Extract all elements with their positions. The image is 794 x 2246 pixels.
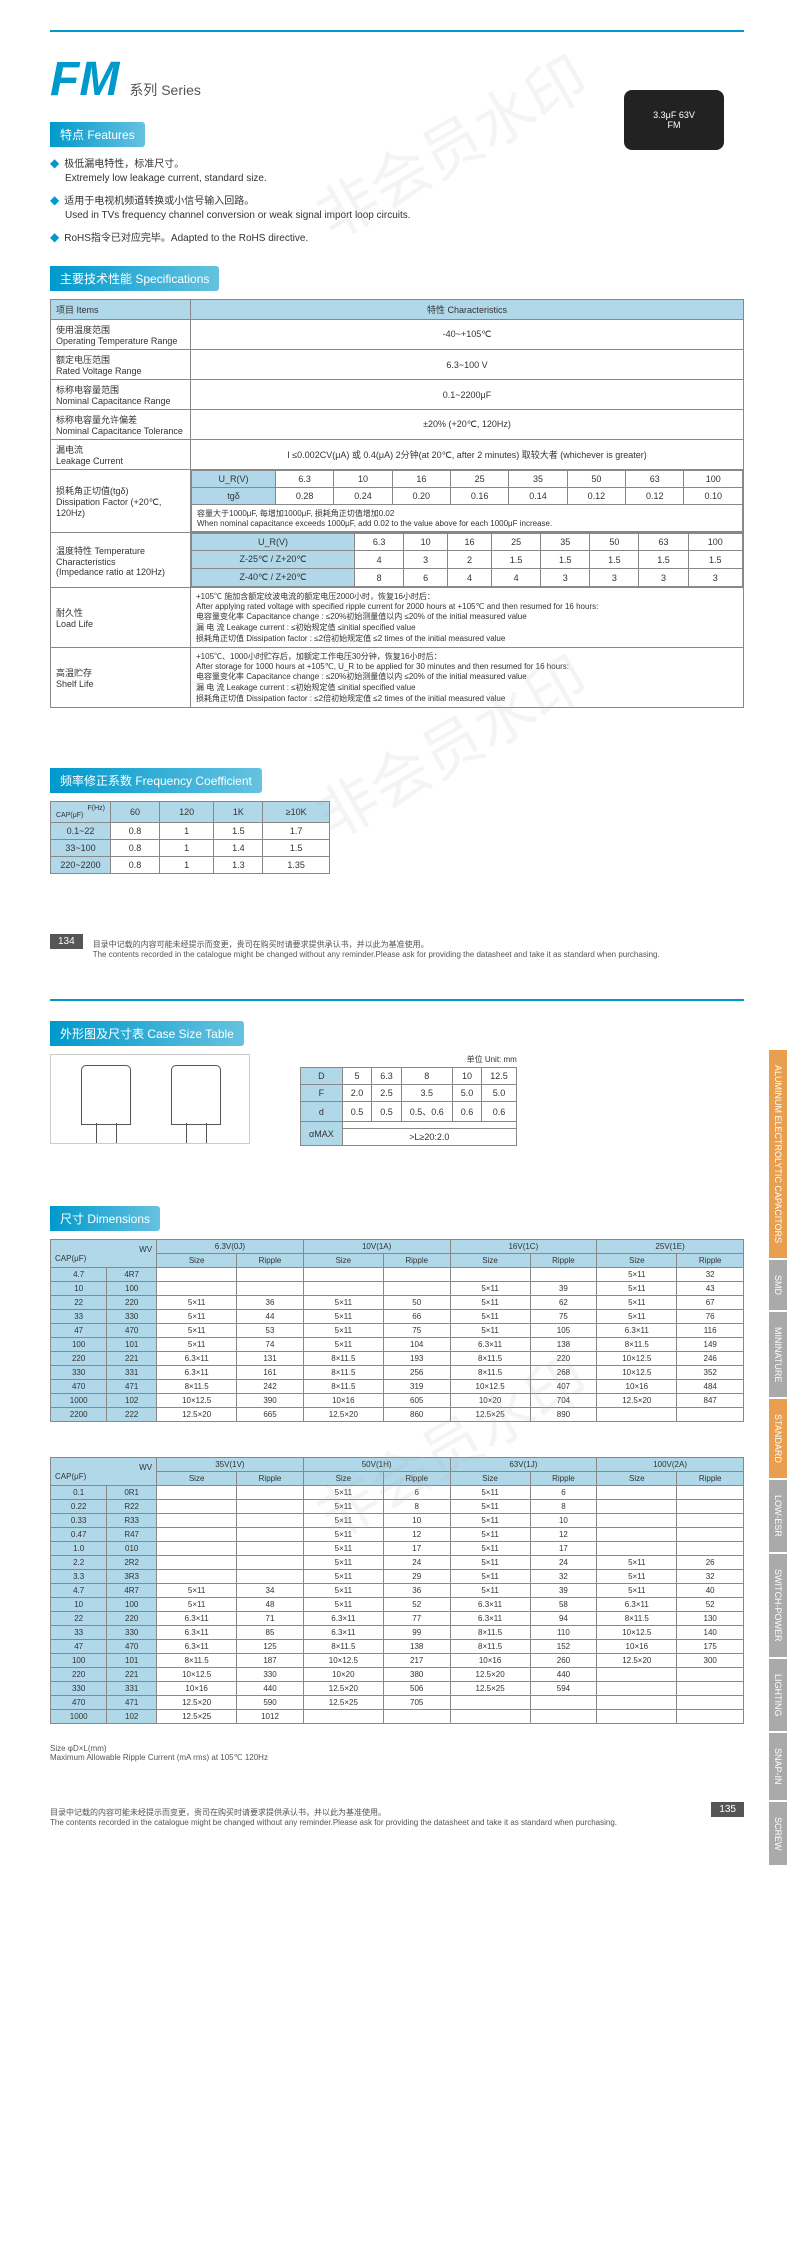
side-tab: MININATURE: [769, 1312, 787, 1397]
product-title: FM: [50, 52, 119, 107]
case-table: D56.381012.5F2.02.53.55.05.0d0.50.50.5、0…: [300, 1067, 517, 1146]
page-number-2: 135: [711, 1802, 744, 1817]
side-tab: LOW-ESR: [769, 1480, 787, 1552]
dims-header: 尺寸 Dimensions: [50, 1206, 160, 1231]
capacitor-image: 3.3μF 63V FM: [624, 90, 724, 150]
dimensions-table-1: WVCAP(μF)6.3V(0J)10V(1A)16V(1C)25V(1E)Si…: [50, 1239, 744, 1422]
footer-note-2: 目录中记载的内容可能未经提示而变更，贵司在购买时请要求提供承认书，并以此为基准使…: [50, 1807, 617, 1827]
side-tabs: ALUMINUM ELECTROLYTIC CAPACITORS SMD MININ…: [769, 1050, 794, 1867]
feature-item: ◆极低漏电特性，标准尺寸。Extremely low leakage curre…: [50, 155, 744, 186]
page-number: 134: [50, 934, 83, 949]
dimension-diagram: [50, 1054, 250, 1144]
case-header: 外形图及尺寸表 Case Size Table: [50, 1021, 244, 1046]
freq-table: F(Hz)CAP(μF)601201K≥10K0.1~220.811.51.73…: [50, 801, 330, 874]
series-label: 系列 Series: [129, 80, 201, 100]
dimensions-table-2: WVCAP(μF)35V(1V)50V(1H)63V(1J)100V(2A)Si…: [50, 1457, 744, 1724]
side-tab: SWITCH-POWER: [769, 1554, 787, 1657]
spec-table: 项目 Items特性 Characteristics 使用温度范围 Operat…: [50, 299, 744, 708]
footer-note: 目录中记载的内容可能未经提示而变更，贵司在购买时请要求提供承认书，并以此为基准使…: [93, 939, 660, 959]
features-header: 特点 Features: [50, 122, 145, 147]
side-tab: SNAP-IN: [769, 1733, 787, 1800]
feature-item: ◆适用于电视机频道转换或小信号输入回路。Used in TVs frequenc…: [50, 192, 744, 223]
side-tab: STANDARD: [769, 1399, 787, 1478]
side-tab: SCREW: [769, 1802, 787, 1866]
side-tab: SMD: [769, 1260, 787, 1310]
dim-note: Size φD×L(mm) Maximum Allowable Ripple C…: [50, 1744, 744, 1762]
side-tab: ALUMINUM ELECTROLYTIC CAPACITORS: [769, 1050, 787, 1258]
feature-item: ◆RoHS指令已对应完毕。Adapted to the RoHS directi…: [50, 229, 744, 246]
side-tab: LIGHTING: [769, 1659, 787, 1732]
specs-header: 主要技术性能 Specifications: [50, 266, 219, 291]
freq-header: 频率修正系数 Frequency Coefficient: [50, 768, 262, 793]
unit-label: 单位 Unit: mm: [300, 1054, 517, 1065]
